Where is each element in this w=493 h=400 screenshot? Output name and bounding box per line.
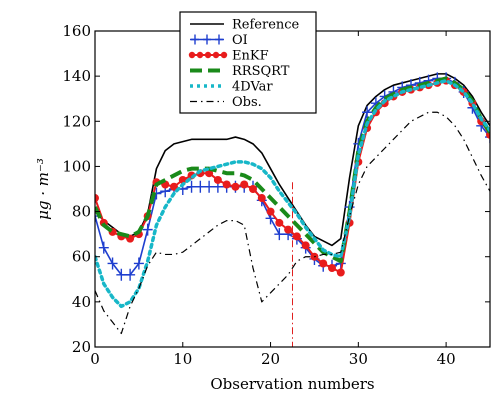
data-point-enkf [170, 182, 178, 191]
x-tick-label: 40 [437, 350, 456, 368]
data-point-enkf [336, 268, 345, 277]
legend-label-enkf: EnKF [232, 49, 269, 64]
data-point-enkf [328, 264, 336, 272]
data-point-enkf [319, 259, 328, 268]
data-point-enkf [301, 241, 310, 250]
data-point-oi [98, 241, 109, 254]
data-point-oi [274, 228, 285, 241]
chart-plot-layer [95, 72, 490, 347]
legend-label-reference: Reference [232, 18, 300, 33]
data-point-oi [186, 180, 197, 193]
data-point-enkf [266, 207, 275, 216]
series-line-4dvar [95, 78, 490, 309]
legend-label-rrsqrt: RRSQRT [232, 64, 290, 79]
legend-box [179, 11, 317, 114]
x-axis-label: Observation numbers [210, 375, 374, 393]
y-tick-label: 140 [62, 67, 91, 85]
data-point-enkf [95, 194, 99, 203]
data-point-enkf [292, 232, 301, 241]
y-tick-label: 100 [62, 157, 91, 175]
x-tick-label: 10 [173, 350, 192, 368]
data-point-oi [195, 180, 206, 193]
data-point-oi [133, 257, 144, 270]
legend-marker [204, 51, 212, 59]
legend-label-4dvar: 4DVar [232, 80, 273, 95]
x-tick-label: 0 [90, 350, 100, 368]
y-tick-label: 60 [72, 248, 91, 266]
data-point-enkf [284, 225, 293, 234]
y-tick-label: 120 [62, 112, 91, 130]
series-group [95, 72, 490, 347]
data-point-oi [116, 268, 127, 281]
data-point-oi [107, 257, 118, 270]
data-point-enkf [231, 182, 240, 191]
legend-marker [215, 34, 223, 45]
legend-marker [196, 51, 204, 59]
data-point-oi [125, 268, 136, 281]
y-tick-label: 40 [72, 293, 91, 311]
data-point-oi [362, 106, 373, 119]
x-tick-label: 20 [261, 350, 280, 368]
data-point-enkf [249, 185, 257, 193]
y-tick-label: 160 [62, 22, 91, 40]
legend-label-oi: OI [232, 33, 248, 48]
data-point-enkf [213, 175, 222, 184]
legend-marker [203, 34, 211, 45]
legend-marker [212, 51, 220, 59]
legend-label-obs: Obs. [232, 95, 262, 110]
series-line-rrsqrt [95, 76, 490, 264]
series-line-obs [95, 111, 490, 335]
y-tick-label: 20 [72, 338, 91, 356]
data-point-oi [485, 131, 490, 144]
y-axis-label: μg · m⁻³ [34, 158, 52, 220]
x-tick-label: 30 [349, 350, 368, 368]
legend-marker [191, 34, 199, 45]
series-line-reference [95, 73, 490, 247]
data-point-enkf [275, 218, 284, 227]
legend-marker [188, 51, 196, 59]
data-point-enkf [257, 194, 266, 203]
y-tick-label: 80 [72, 203, 91, 221]
data-point-oi [204, 180, 215, 193]
data-point-enkf [240, 180, 249, 189]
axis-ticks: 0 10 20 30 40 20 40 60 80 100 120 140 160 [62, 22, 490, 368]
data-point-enkf [178, 175, 187, 184]
legend-marker [220, 51, 228, 59]
data-point-enkf [222, 180, 231, 189]
data-point-oi [142, 223, 153, 236]
